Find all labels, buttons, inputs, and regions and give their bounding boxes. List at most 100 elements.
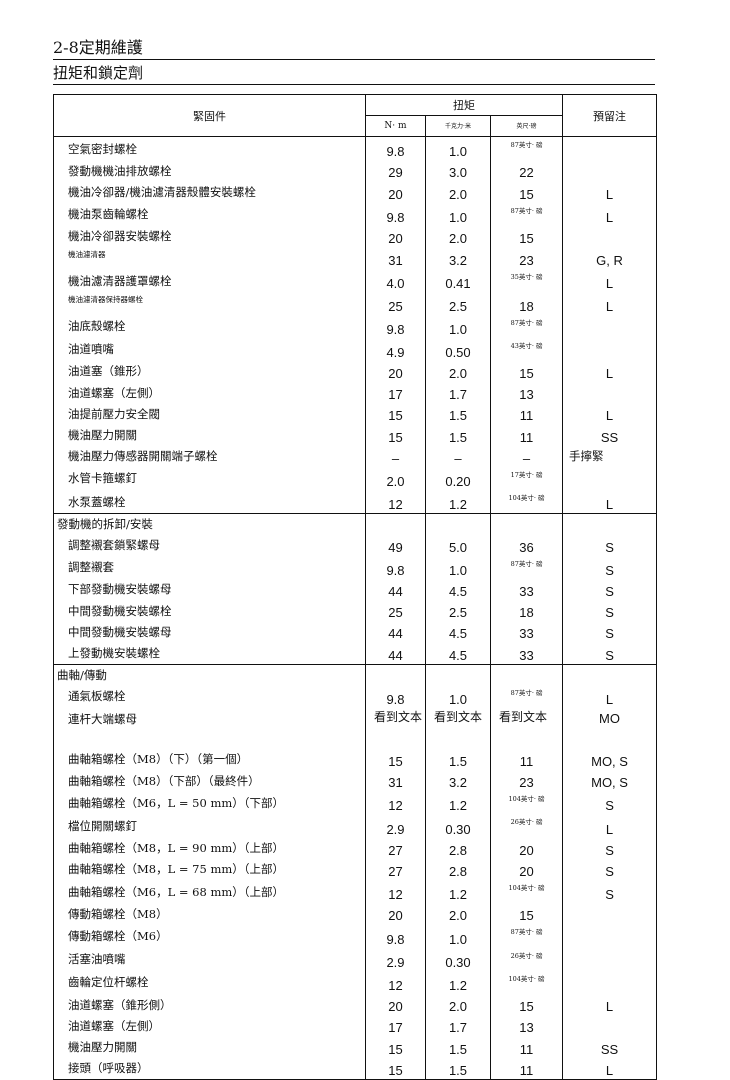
- torque-kgf: 2.8: [425, 837, 491, 859]
- empty-cell: [489, 513, 564, 535]
- torque-nm: 9.8: [365, 684, 426, 708]
- torque-ftlb: 33: [489, 578, 564, 600]
- remarks: SS: [562, 1036, 658, 1058]
- torque-nm: 15: [365, 1057, 426, 1080]
- table-row: 傳動箱螺栓（M6） 9.8 1.0 87英寸· 磅: [53, 924, 658, 948]
- fastener-name: 傳動箱螺栓（M6）: [53, 924, 366, 948]
- torque-kgf: 2.0: [425, 225, 491, 247]
- torque-kgf: 1.0: [425, 314, 491, 338]
- fastener-name: 機油壓力開關: [53, 1036, 366, 1058]
- table-row: 機油濾清器 31 3.2 23 G, R: [53, 246, 658, 270]
- fastener-name: 連杆大端螺母: [53, 707, 366, 749]
- torque-nm: 44: [365, 578, 426, 600]
- header-remarks: 預留注: [562, 94, 658, 137]
- torque-ftlb: 23: [489, 246, 564, 270]
- torque-ftlb: 104英寸· 磅: [489, 791, 564, 815]
- torque-ftlb: 22: [489, 160, 564, 182]
- torque-kgf: 1.0: [425, 202, 491, 226]
- torque-kgf: 3.2: [425, 770, 491, 792]
- torque-nm: 9.8: [365, 314, 426, 338]
- fastener-name: 機油濾清器保持器螺栓: [53, 292, 366, 315]
- remarks: L: [562, 684, 658, 708]
- torque-kgf: 2.0: [425, 360, 491, 383]
- fastener-name: 機油濾清器: [53, 246, 366, 270]
- table-row: 空氣密封螺栓 9.8 1.0 87英寸· 磅: [53, 136, 658, 161]
- remarks: G, R: [562, 246, 658, 270]
- remarks: MO, S: [562, 770, 658, 792]
- fastener-name: 空氣密封螺栓: [53, 136, 366, 161]
- torque-ftlb: 87英寸· 磅: [489, 555, 564, 579]
- torque-nm: 31: [365, 246, 426, 270]
- torque-nm: 15: [365, 403, 426, 425]
- torque-ftlb: 15: [489, 903, 564, 925]
- table-row: 接頭（呼吸器） 15 1.5 11 L: [53, 1057, 658, 1080]
- fastener-name: 機油泵齒輪螺栓: [53, 202, 366, 226]
- remarks: S: [562, 621, 658, 643]
- torque-nm: 25: [365, 599, 426, 622]
- torque-nm: 12: [365, 490, 426, 514]
- unit-kgf: 千克力·米: [445, 123, 471, 130]
- fastener-name: 油提前壓力安全閥: [53, 403, 366, 425]
- torque-nm: 9.8: [365, 202, 426, 226]
- torque-kgf: 1.0: [425, 136, 491, 161]
- torque-ftlb: 11: [489, 424, 564, 446]
- torque-table: 緊固件 扭矩 預留注 N· m 千克力·米 英尺·磅 空氣密封螺栓 9.8 1.0 8…: [53, 94, 658, 1080]
- remarks: [562, 136, 658, 161]
- table-row: 油道塞（錐形） 20 2.0 15 L: [53, 360, 658, 383]
- table-row: 下部發動機安裝螺母 44 4.5 33 S: [53, 578, 658, 600]
- torque-ftlb: 11: [489, 403, 564, 425]
- torque-kgf: 2.5: [425, 292, 491, 315]
- header-torque: 扭矩: [364, 94, 564, 116]
- torque-ftlb: 87英寸· 磅: [489, 684, 564, 708]
- fastener-name: 接頭（呼吸器）: [53, 1057, 366, 1080]
- table-row: 油提前壓力安全閥 15 1.5 11 L: [53, 403, 658, 425]
- torque-ftlb: 104英寸· 磅: [489, 880, 564, 904]
- torque-kgf: 1.7: [425, 382, 491, 404]
- section-title: 發動機的拆卸/安裝: [53, 513, 366, 535]
- table-row: 曲軸箱螺栓（M8）（下）（第一個） 15 1.5 11 MO, S: [53, 748, 658, 771]
- remarks: L: [562, 403, 658, 425]
- empty-cell: [562, 513, 658, 535]
- section-title: 曲軸/傳動: [53, 663, 366, 685]
- remarks: [562, 337, 658, 361]
- unit-nm: N· m: [365, 115, 426, 137]
- torque-nm: 15: [365, 424, 426, 446]
- torque-ftlb: 看到文本: [489, 707, 564, 749]
- empty-cell: [365, 663, 426, 685]
- torque-ftlb: 15: [489, 360, 564, 383]
- fastener-name: 機油壓力開關: [53, 424, 366, 446]
- torque-ftlb: 18: [489, 292, 564, 315]
- empty-cell: [489, 663, 564, 685]
- torque-ftlb: 33: [489, 642, 564, 664]
- table-row: 發動機機油排放螺栓 29 3.0 22: [53, 160, 658, 182]
- torque-kgf: 0.30: [425, 947, 491, 971]
- fastener-name: 水泵蓋螺栓: [53, 490, 366, 514]
- torque-nm: 44: [365, 621, 426, 643]
- table-row: 油道螺塞（錐形側） 20 2.0 15 L: [53, 993, 658, 1016]
- table-row: 曲軸箱螺栓（M8）（下部）（最終件） 31 3.2 23 MO, S: [53, 770, 658, 792]
- torque-kgf: 2.5: [425, 599, 491, 622]
- fastener-name: 下部發動機安裝螺母: [53, 578, 366, 600]
- torque-nm: 49: [365, 534, 426, 556]
- torque-nm: 4.0: [365, 269, 426, 293]
- fastener-name: 油道噴嘴: [53, 337, 366, 361]
- torque-ftlb: 26英寸· 磅: [489, 814, 564, 838]
- empty-cell: [562, 663, 658, 685]
- header-fastener: 緊固件: [53, 94, 366, 137]
- remarks: L: [562, 269, 658, 293]
- torque-kgf: 1.5: [425, 1036, 491, 1058]
- fastener-name: 曲軸箱螺栓（M8）（下）（第一個）: [53, 748, 366, 771]
- unit-ftlb: 英尺·磅: [516, 123, 537, 130]
- remarks: [562, 947, 658, 971]
- torque-nm: 44: [365, 642, 426, 664]
- torque-ftlb: 13: [489, 382, 564, 404]
- torque-ftlb: 11: [489, 1057, 564, 1080]
- remarks: L: [562, 1057, 658, 1080]
- table-row: 機油濾清器保持器螺栓 25 2.5 18 L: [53, 292, 658, 315]
- torque-kgf: 3.2: [425, 246, 491, 270]
- remarks: S: [562, 555, 658, 579]
- remarks: S: [562, 599, 658, 622]
- torque-kgf: 0.20: [425, 466, 491, 490]
- remarks: S: [562, 534, 658, 556]
